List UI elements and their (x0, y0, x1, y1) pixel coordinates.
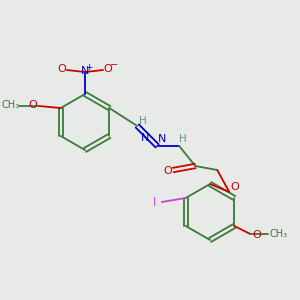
Text: O: O (230, 182, 239, 192)
Text: O: O (28, 100, 37, 110)
Text: CH₃: CH₃ (269, 229, 287, 239)
Text: I: I (153, 196, 157, 209)
Text: O: O (163, 166, 172, 176)
Text: H: H (179, 134, 187, 144)
Text: O: O (103, 64, 112, 74)
Text: N: N (158, 134, 166, 144)
Text: H: H (140, 116, 147, 126)
Text: +: + (85, 62, 93, 71)
Text: N: N (81, 66, 89, 76)
Text: −: − (110, 60, 118, 70)
Text: CH₃: CH₃ (2, 100, 20, 110)
Text: N: N (141, 133, 149, 143)
Text: O: O (252, 230, 261, 240)
Text: O: O (58, 64, 66, 74)
